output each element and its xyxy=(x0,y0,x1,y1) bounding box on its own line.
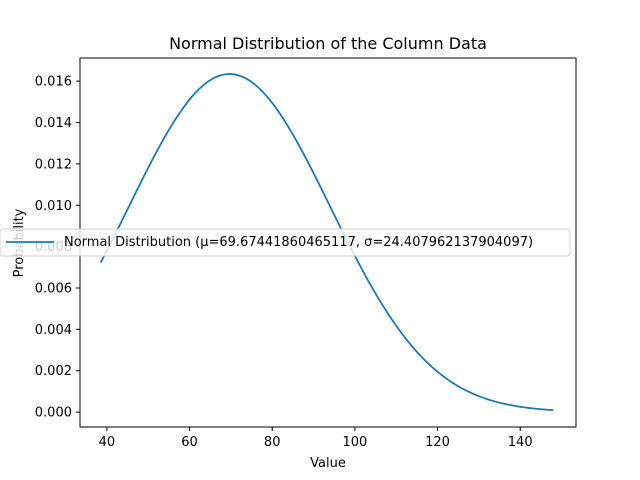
legend: Normal Distribution (μ=69.67441860465117… xyxy=(0,228,571,257)
y-tick-label: 0.006 xyxy=(35,282,72,297)
normal-distribution-line xyxy=(99,73,554,412)
y-tick-label: 0.010 xyxy=(35,199,72,214)
y-tick-label: 0.000 xyxy=(35,406,72,421)
y-tick-label: 0.016 xyxy=(35,75,72,90)
x-tick-label: 40 xyxy=(99,435,116,450)
x-tick-label: 120 xyxy=(425,435,450,450)
y-axis-ticks: 0.0000.0020.0040.0060.0080.0100.0120.014… xyxy=(35,75,80,421)
x-tick-label: 60 xyxy=(181,435,198,450)
chart-title: Normal Distribution of the Column Data xyxy=(169,34,487,53)
x-tick-label: 100 xyxy=(342,435,367,450)
y-tick-label: 0.012 xyxy=(35,157,72,172)
x-tick-label: 140 xyxy=(508,435,533,450)
legend-box xyxy=(0,228,571,257)
legend-label: Normal Distribution (μ=69.67441860465117… xyxy=(64,235,533,250)
y-tick-label: 0.014 xyxy=(35,116,72,131)
x-axis-label: Value xyxy=(310,456,346,471)
x-tick-label: 80 xyxy=(264,435,281,450)
plot-content xyxy=(99,73,554,412)
y-tick-label: 0.004 xyxy=(35,323,72,338)
x-axis-ticks: 40 60 80 100 120 140 xyxy=(99,427,533,450)
y-tick-label: 0.002 xyxy=(35,364,72,379)
